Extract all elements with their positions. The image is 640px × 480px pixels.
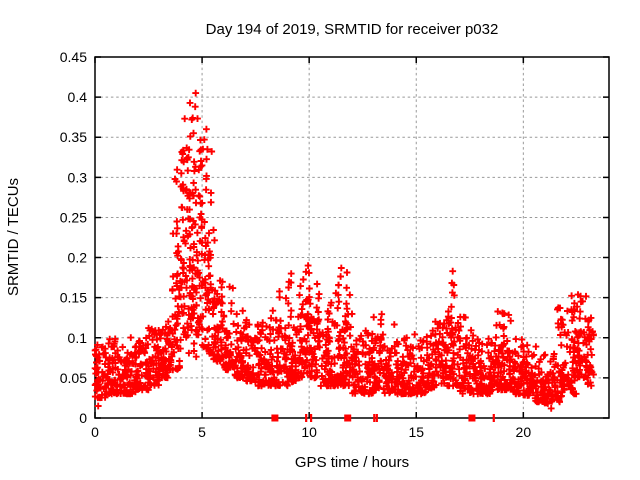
scatter-points (91, 89, 597, 412)
x-tick-label: 15 (408, 424, 424, 440)
plot-border (94, 56, 610, 419)
zero-tick-mark (309, 414, 313, 422)
zero-tick-mark (305, 414, 308, 422)
zero-square-mark (468, 414, 476, 422)
zero-tick-mark (492, 414, 495, 422)
x-tick-label: 0 (91, 424, 99, 440)
y-tick-label: 0.1 (68, 330, 88, 346)
y-tick-label: 0.3 (68, 169, 88, 185)
x-tick-label: 20 (516, 424, 532, 440)
zero-square-mark (344, 414, 352, 422)
x-axis-label: GPS time / hours (295, 454, 409, 471)
y-tick-labels: 0 0.05 0.1 0.15 0.2 0.25 0.3 0.35 0.4 0.45 (60, 49, 87, 426)
y-tick-label: 0.4 (68, 89, 88, 105)
chart-title: Day 194 of 2019, SRMTID for receiver p03… (206, 21, 499, 38)
zero-line-marks (271, 414, 495, 422)
y-tick-label: 0.35 (60, 129, 87, 145)
zero-tick-mark (373, 414, 376, 422)
y-tick-label: 0.05 (60, 370, 87, 386)
y-tick-label: 0.15 (60, 290, 87, 306)
x-tick-label: 10 (301, 424, 317, 440)
zero-square-mark (271, 414, 279, 422)
y-tick-label: 0.45 (60, 49, 87, 65)
x-tick-labels: 0 5 10 15 20 (91, 424, 531, 440)
y-tick-label: 0.25 (60, 209, 87, 225)
y-tick-label: 0 (79, 410, 87, 426)
y-tick-label: 0.2 (68, 250, 88, 266)
zero-tick-mark (375, 414, 378, 422)
x-tick-label: 5 (198, 424, 206, 440)
y-axis-label: SRMTID / TECUs (5, 178, 22, 296)
